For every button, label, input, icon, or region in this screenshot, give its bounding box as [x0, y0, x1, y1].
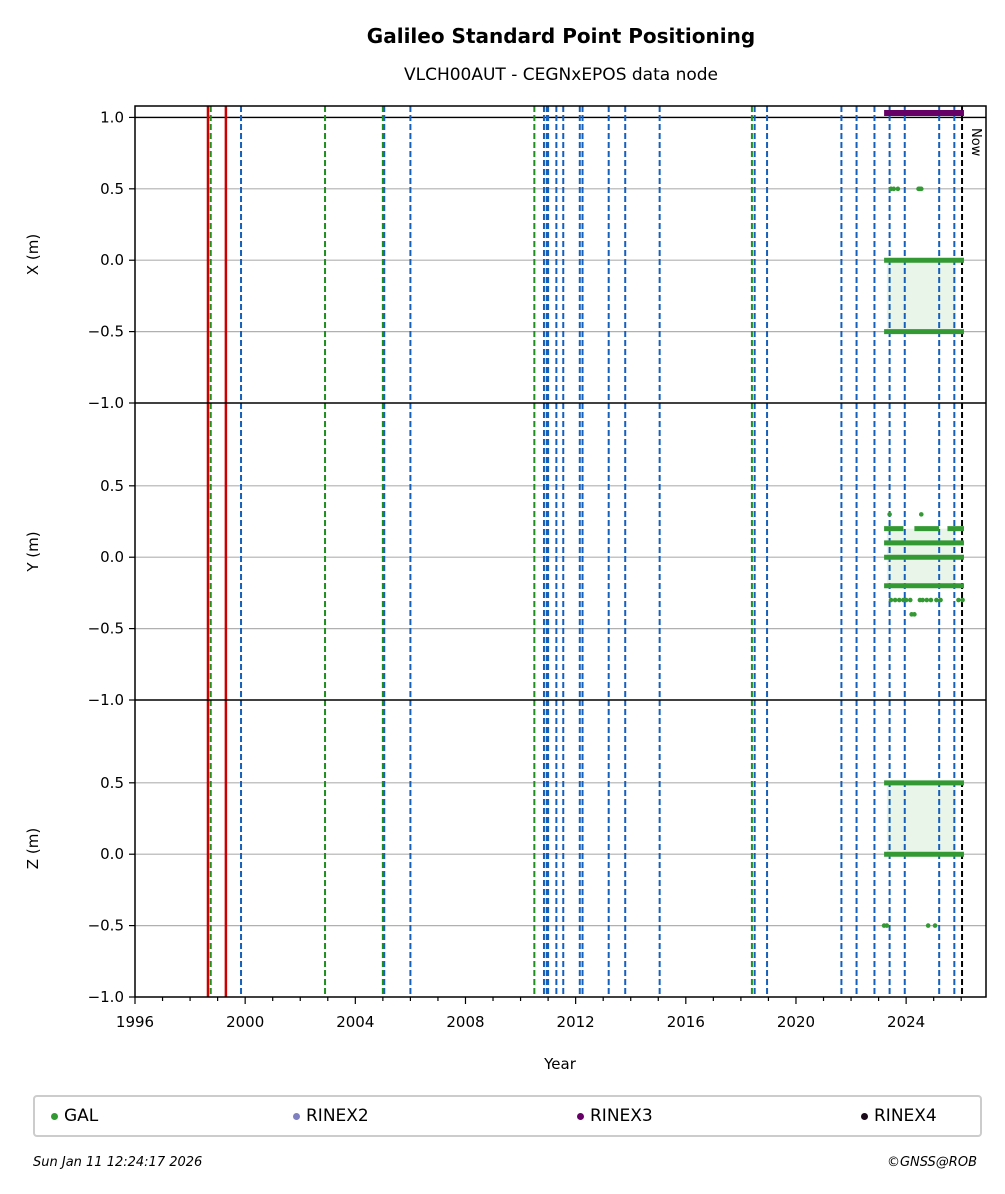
- y-axis-label: Z (m): [24, 828, 42, 869]
- gal-point: [912, 612, 917, 617]
- y-tick-label: 0.5: [100, 180, 124, 198]
- legend-label-rinex4: RINEX4: [874, 1106, 937, 1126]
- legend-marker-gal: [51, 1112, 58, 1120]
- legend-label-gal: GAL: [64, 1106, 99, 1126]
- x-tick-label: 2008: [446, 1013, 484, 1031]
- y-axis-label: X (m): [24, 234, 42, 275]
- y-tick-label: −1.0: [88, 691, 124, 709]
- legend-item-gal: GAL: [51, 1106, 98, 1126]
- footer-copyright: ©GNSS@ROB: [886, 1155, 977, 1170]
- x-tick-label: 1996: [116, 1013, 154, 1031]
- legend-marker-rinex3: [577, 1112, 584, 1120]
- legend-item-rinex4: RINEX4: [861, 1106, 937, 1126]
- y-tick-label: 0.5: [100, 477, 124, 495]
- gal-point: [932, 923, 938, 928]
- x-tick-label: 2000: [226, 1013, 264, 1031]
- gal-point: [903, 597, 909, 603]
- panel-2: 0.5 0.0 −0.5 −1.0 Y (m): [24, 402, 986, 709]
- gal-point: [918, 512, 924, 517]
- y-tick-label: −0.5: [88, 917, 124, 935]
- y-axis-label: Y (m): [24, 531, 42, 572]
- gal-point: [888, 597, 894, 603]
- x-tick-label: 2020: [777, 1013, 815, 1031]
- gal-point: [884, 923, 890, 928]
- gal-point: [960, 597, 965, 603]
- gal-point: [887, 512, 892, 517]
- panel-1: 1.0 0.5 0.0 −0.5 −1.0 X (m): [24, 106, 986, 412]
- gal-point: [925, 923, 931, 928]
- data-band: [886, 260, 956, 332]
- y-tick-label: 0.0: [100, 548, 124, 566]
- gal-point: [938, 597, 943, 603]
- legend-marker-rinex2: [293, 1112, 300, 1120]
- legend-item-rinex3: RINEX3: [577, 1106, 653, 1126]
- now-label: Now: [968, 128, 983, 157]
- y-tick-label: 0.0: [100, 251, 124, 269]
- y-tick-label: 1.0: [100, 108, 124, 126]
- legend: GAL RINEX2 RINEX3 RINEX4: [33, 1095, 982, 1137]
- legend-item-rinex2: RINEX2: [293, 1106, 369, 1126]
- y-tick-label: 0.5: [100, 774, 124, 792]
- data-band: [886, 782, 956, 855]
- x-tick-label: 2012: [557, 1013, 595, 1031]
- gal-point: [892, 597, 898, 603]
- panel-3: 0.5 0.0 −0.5 −1.0 Z (m): [24, 699, 986, 1006]
- y-tick-label: −1.0: [88, 394, 124, 412]
- gal-point: [896, 597, 902, 603]
- x-axis-label: Year: [543, 1055, 577, 1073]
- x-tick-label: 2004: [336, 1013, 374, 1031]
- chart: Galileo Standard Point Positioning VLCH0…: [24, 24, 987, 1073]
- gal-point: [956, 597, 961, 603]
- legend-marker-rinex4: [861, 1112, 868, 1120]
- gal-point: [924, 597, 930, 603]
- legend-label-rinex2: RINEX2: [306, 1106, 369, 1126]
- gal-point: [907, 597, 913, 603]
- gal-point: [934, 597, 939, 603]
- legend-label-rinex3: RINEX3: [590, 1106, 653, 1126]
- y-tick-label: −0.5: [88, 323, 124, 341]
- chart-subtitle: VLCH00AUT - CEGNxEPOS data node: [404, 65, 718, 85]
- y-tick-label: 0.0: [100, 845, 124, 863]
- gal-point: [895, 186, 901, 192]
- gal-point: [928, 597, 934, 603]
- x-tick-label: 2024: [887, 1013, 925, 1031]
- x-tick-label: 2016: [667, 1013, 705, 1031]
- gal-point: [918, 186, 924, 192]
- y-tick-label: −1.0: [88, 988, 124, 1006]
- plot-area: 1.0 0.5 0.0 −0.5 −1.0 X (m) 0.5 0.0 −0.5 −1.0 Y (m…: [24, 105, 987, 1031]
- gal-point: [920, 597, 925, 603]
- plot-frame: [134, 105, 987, 998]
- gal-point: [891, 186, 897, 192]
- y-tick-label: −0.5: [88, 620, 124, 638]
- chart-title: Galileo Standard Point Positioning: [367, 24, 755, 48]
- footer-timestamp: Sun Jan 11 12:24:17 2026: [33, 1155, 203, 1170]
